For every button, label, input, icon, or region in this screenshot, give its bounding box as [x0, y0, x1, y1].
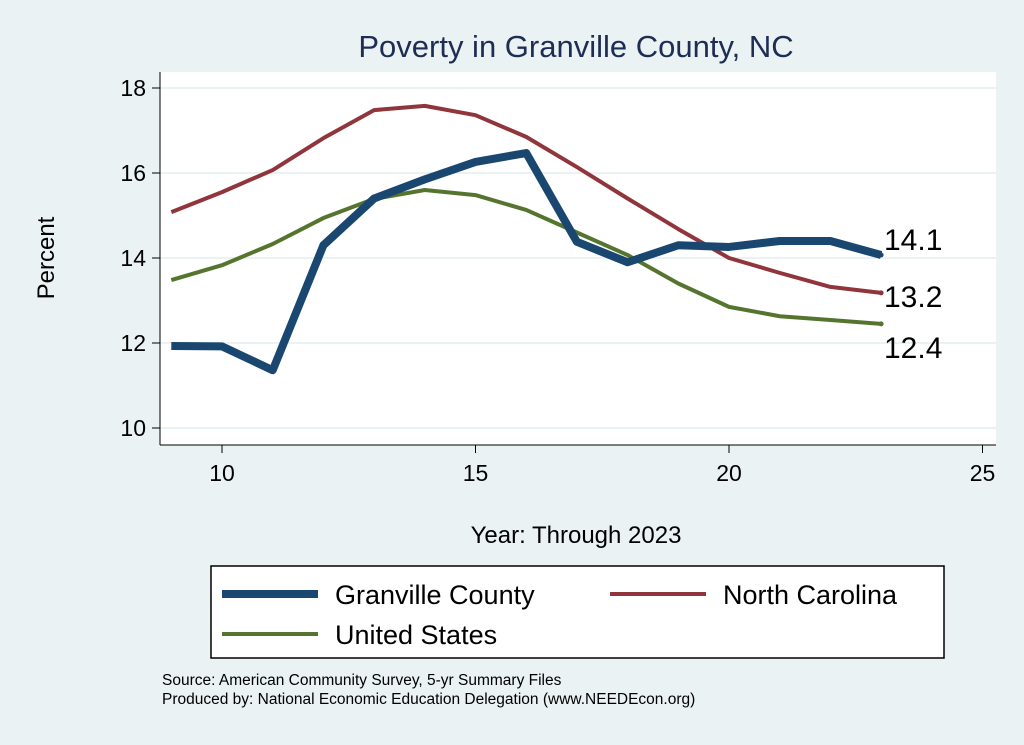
series-line-granville-county — [171, 149, 883, 375]
x-tick-label: 10 — [209, 460, 235, 486]
y-tick-label: 10 — [120, 415, 146, 441]
legend-label: United States — [335, 620, 497, 650]
end-point — [878, 321, 884, 327]
end-value-label: 13.2 — [884, 281, 942, 314]
end-value-label: 14.1 — [884, 224, 942, 257]
source-note: Source: American Community Survey, 5-yr … — [162, 672, 562, 689]
series-line-united-states — [170, 188, 882, 326]
end-value-label: 12.4 — [884, 332, 942, 365]
legend — [210, 565, 945, 659]
series-line-north-carolina — [170, 103, 882, 295]
y-tick-label: 14 — [120, 245, 146, 271]
y-tick-label: 18 — [120, 75, 146, 101]
chart-title: Poverty in Granville County, NC — [358, 29, 793, 64]
x-tick-label: 25 — [970, 460, 996, 486]
x-axis-label: Year: Through 2023 — [471, 522, 682, 549]
produced-note: Produced by: National Economic Education… — [162, 691, 696, 708]
end-point — [878, 290, 884, 296]
x-tick-label: 20 — [716, 460, 742, 486]
y-tick-label: 16 — [120, 160, 146, 186]
y-axis-label: Percent — [33, 216, 60, 299]
y-tick-label: 12 — [120, 330, 146, 356]
legend-label: Granville County — [335, 580, 535, 610]
legend-label: North Carolina — [723, 580, 898, 610]
x-tick-label: 15 — [463, 460, 489, 486]
end-point — [878, 252, 884, 258]
